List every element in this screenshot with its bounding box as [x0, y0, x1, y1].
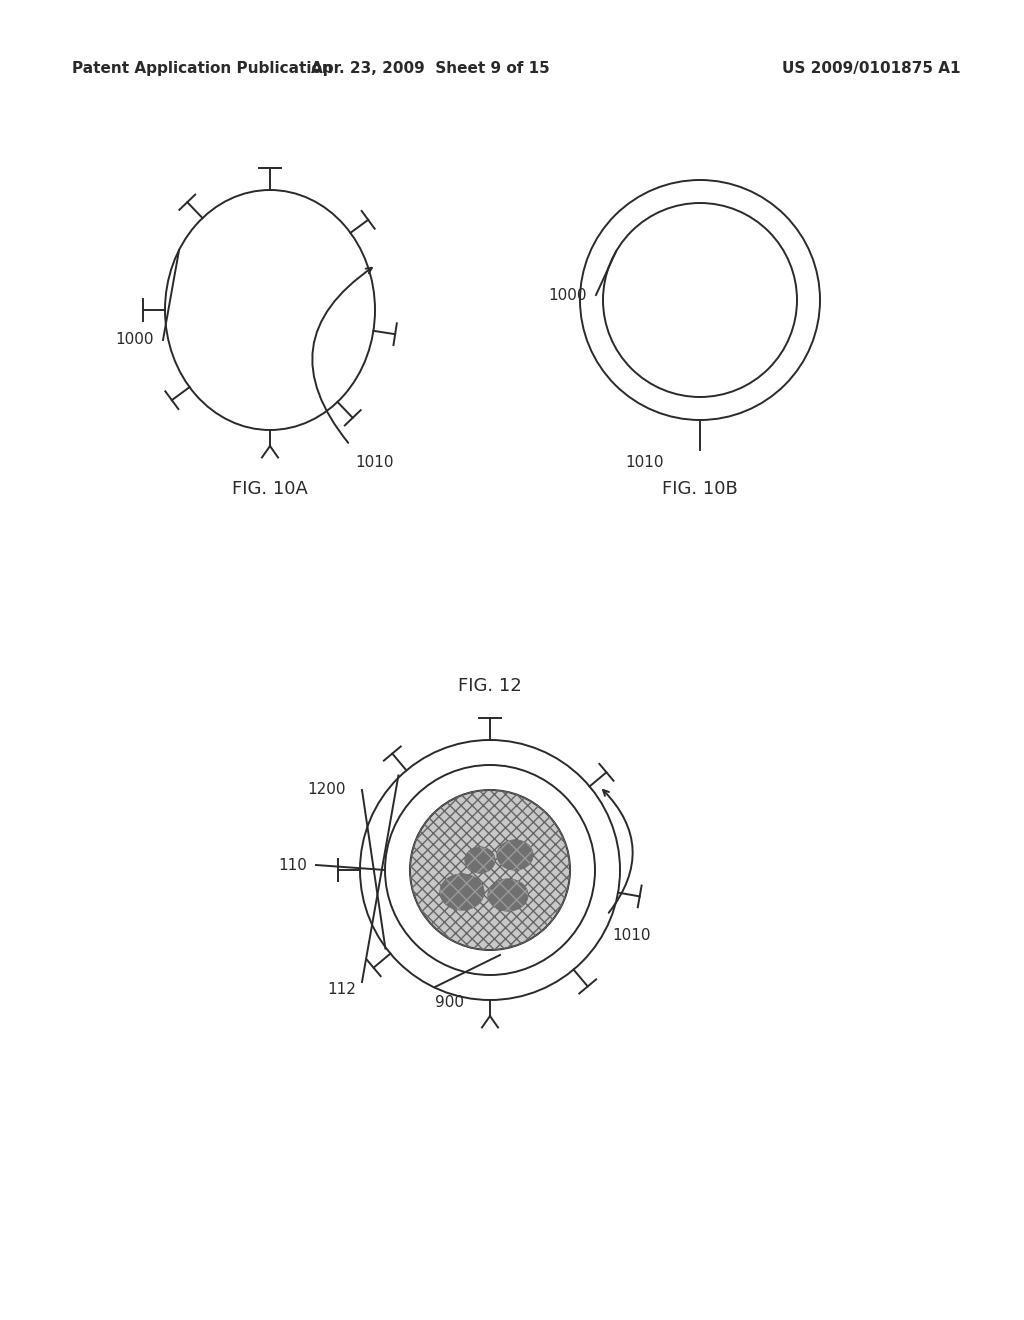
Text: Apr. 23, 2009  Sheet 9 of 15: Apr. 23, 2009 Sheet 9 of 15 [310, 61, 549, 75]
Text: 1200: 1200 [307, 783, 345, 797]
Text: 1010: 1010 [355, 455, 393, 470]
Ellipse shape [497, 840, 534, 870]
Ellipse shape [440, 874, 484, 909]
Text: Patent Application Publication: Patent Application Publication [72, 61, 333, 75]
Text: 900: 900 [435, 995, 464, 1010]
Text: FIG. 12: FIG. 12 [458, 677, 522, 696]
Text: 1010: 1010 [612, 928, 650, 942]
Text: US 2009/0101875 A1: US 2009/0101875 A1 [781, 61, 961, 75]
Text: 1000: 1000 [115, 333, 154, 347]
Ellipse shape [465, 847, 495, 873]
Text: 110: 110 [278, 858, 307, 873]
Text: 1000: 1000 [548, 288, 587, 302]
Text: FIG. 10B: FIG. 10B [663, 480, 738, 498]
Circle shape [410, 789, 570, 950]
Text: 112: 112 [327, 982, 356, 998]
Ellipse shape [488, 879, 528, 911]
FancyArrowPatch shape [312, 268, 372, 442]
FancyArrowPatch shape [603, 789, 633, 913]
Text: FIG. 10A: FIG. 10A [232, 480, 308, 498]
Text: 1010: 1010 [626, 455, 665, 470]
